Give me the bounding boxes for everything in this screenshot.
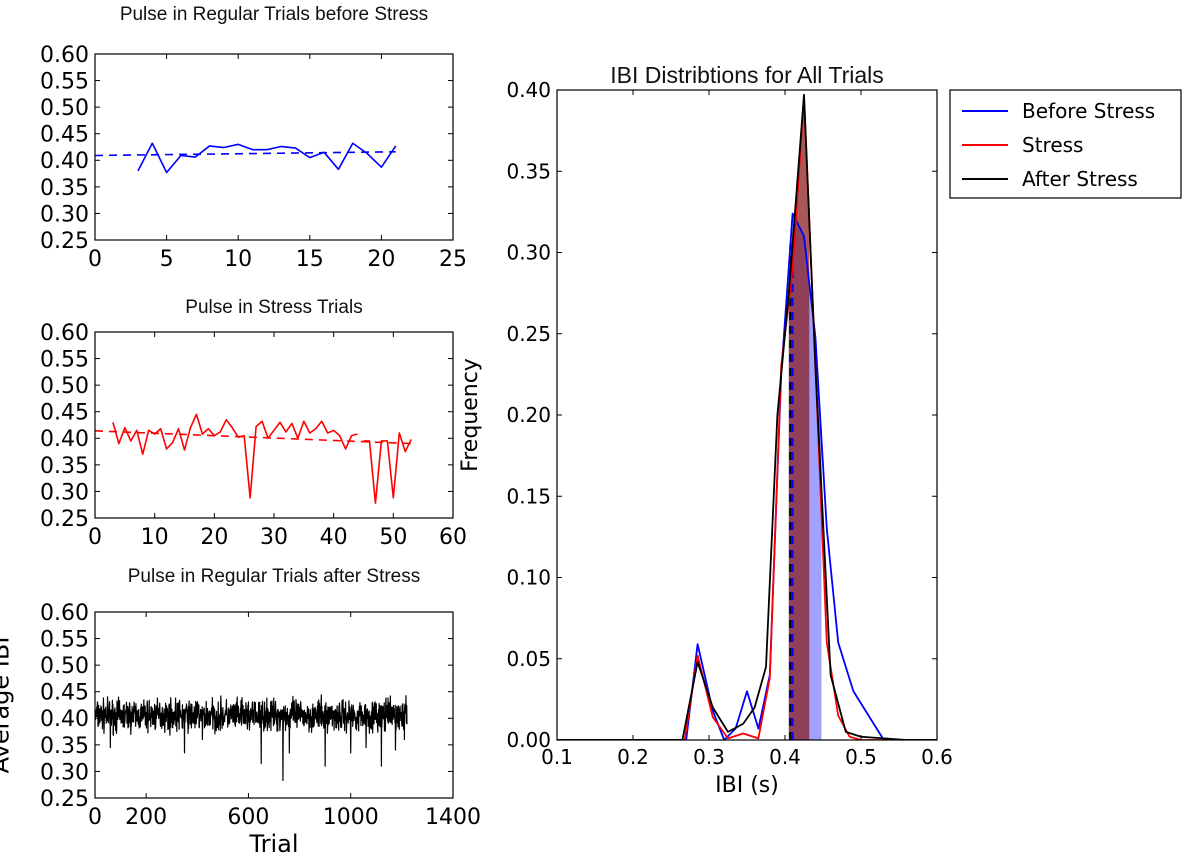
y-tick-label: 0.25 (40, 229, 89, 254)
plot-frame (94, 611, 454, 799)
plot-area (95, 142, 397, 174)
series-line (557, 93, 937, 740)
y-tick-label: 0.35 (40, 454, 89, 479)
x-tick-label: 600 (227, 805, 269, 830)
y-tick-label: 0.20 (506, 403, 551, 427)
x-tick-label: 0.2 (617, 745, 649, 769)
x-tick-label: 5 (160, 247, 174, 272)
series-line (95, 694, 408, 782)
y-tick-label: 0.45 (40, 681, 89, 706)
y-tick-label: 0.30 (40, 202, 89, 227)
plot-before-stress: 0 5 10 15 20 25 0.250.300.350.400.450.500.550.… (40, 4, 467, 272)
x-tick-label: 0 (88, 247, 102, 272)
y-tick-label: 0.35 (40, 176, 89, 201)
y-tick-label: 0.35 (506, 159, 551, 183)
legend-label: Stress (1022, 133, 1083, 157)
x-tick-label: 0.3 (693, 745, 725, 769)
y-axis-label: Average IBI (0, 637, 14, 774)
x-tick-label: 0 (88, 805, 102, 830)
y-tick-label: 0.60 (40, 321, 89, 346)
y-tick-label: 0.35 (40, 734, 89, 759)
y-tick-label: 0.30 (40, 760, 89, 785)
series-line (363, 432, 412, 504)
y-tick-label: 0.55 (40, 69, 89, 94)
plot-title: Pulse in Stress Trials (185, 297, 362, 318)
y-tick-label: 0.00 (506, 728, 551, 752)
x-tick-label: 10 (141, 525, 169, 550)
y-tick-label: 0.55 (40, 627, 89, 652)
series-line (137, 142, 397, 174)
series-line (557, 93, 937, 740)
x-tick-label: 15 (296, 247, 324, 272)
x-tick-label: 200 (125, 805, 167, 830)
plot-frame (556, 89, 938, 741)
y-tick-label: 0.25 (506, 322, 551, 346)
y-tick-label: 0.40 (40, 427, 89, 452)
x-tick-label: 30 (260, 525, 288, 550)
y-tick-label: 0.15 (506, 484, 551, 508)
x-tick-label: 25 (439, 247, 467, 272)
y-axis-label: Frequency (458, 358, 483, 472)
plot-area (95, 694, 408, 782)
plot-frame (94, 331, 454, 519)
x-tick-label: 20 (367, 247, 395, 272)
trend-line (95, 150, 396, 157)
plot-title: Pulse in Regular Trials after Stress (128, 566, 421, 587)
x-tick-label: 0.1 (541, 745, 573, 769)
legend: Before Stress Stress After Stress (949, 89, 1182, 199)
y-tick-label: 0.25 (40, 507, 89, 532)
y-tick-label: 0.55 (40, 347, 89, 372)
legend-label: Before Stress (1022, 99, 1155, 123)
x-tick-label: 0.6 (921, 745, 953, 769)
y-tick-label: 0.45 (40, 401, 89, 426)
y-tick-label: 0.05 (506, 647, 551, 671)
plot-ibi-distribution: 0.1 0.2 0.3 0.4 0.5 0.6 0.00 0.05 0.10 0.15 0.20 0.… (458, 62, 953, 798)
y-tick-label: 0.60 (40, 43, 89, 68)
x-tick-label: 60 (439, 525, 467, 550)
y-tick-label: 0.40 (506, 78, 551, 102)
series-line (112, 413, 358, 499)
plot-stress: 0 10 20 30 40 50 60 0.250.300.350.400.450.500.5… (40, 297, 467, 550)
x-tick-label: 0.5 (845, 745, 877, 769)
y-tick-label: 0.10 (506, 566, 551, 590)
y-tick-label: 0.40 (40, 149, 89, 174)
plot-title: IBI Distribtions for All Trials (610, 62, 884, 88)
y-tick-label: 0.30 (40, 480, 89, 505)
plot-area (557, 93, 937, 740)
y-tick-label: 0.40 (40, 707, 89, 732)
x-tick-label: 0.4 (769, 745, 801, 769)
y-tick-label: 0.60 (40, 601, 89, 626)
x-tick-label: 1000 (323, 805, 379, 830)
x-axis-label: Trial (248, 830, 298, 858)
x-tick-label: 0 (88, 525, 102, 550)
x-tick-label: 1400 (425, 805, 481, 830)
x-tick-label: 10 (224, 247, 252, 272)
plot-title: Pulse in Regular Trials before Stress (120, 4, 428, 25)
x-tick-label: 50 (379, 525, 407, 550)
x-tick-label: 20 (200, 525, 228, 550)
series-line (557, 212, 937, 740)
y-tick-label: 0.45 (40, 123, 89, 148)
plot-frame (94, 53, 454, 241)
y-tick-label: 0.50 (40, 654, 89, 679)
trend-line (95, 430, 412, 445)
y-tick-label: 0.30 (506, 241, 551, 265)
x-tick-label: 40 (320, 525, 348, 550)
legend-label: After Stress (1022, 167, 1138, 191)
plot-area (95, 413, 412, 504)
y-tick-label: 0.50 (40, 96, 89, 121)
x-axis-label: IBI (s) (715, 773, 779, 798)
plot-after-stress: 0 200 600 1000 14000.250.300.350.400.450.500… (0, 566, 481, 858)
y-tick-label: 0.25 (40, 787, 89, 812)
y-tick-label: 0.50 (40, 374, 89, 399)
